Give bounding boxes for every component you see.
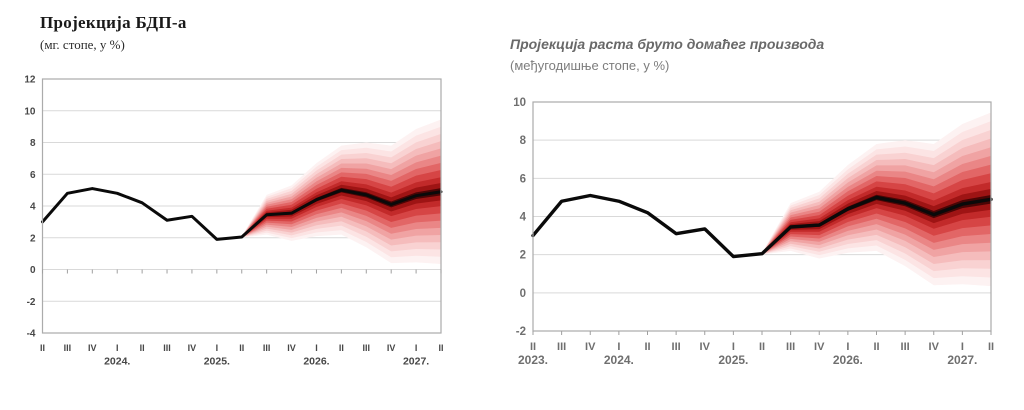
x-axis-quarter-label: III <box>901 341 910 353</box>
x-axis-year-label: 2027. <box>947 353 977 367</box>
x-axis-year-label: 2023. <box>518 353 548 367</box>
x-axis-quarter-label: II <box>239 343 244 353</box>
x-axis-quarter-label: IV <box>814 341 825 353</box>
x-axis-year-label: 2026. <box>303 356 329 368</box>
x-axis-quarter-label: III <box>786 341 795 353</box>
x-axis-quarter-label: I <box>617 341 620 353</box>
gdp-line <box>41 187 443 241</box>
fan-band <box>241 170 441 238</box>
x-axis-year-label: 2025. <box>204 356 230 368</box>
y-axis-label: 2 <box>30 233 36 244</box>
x-axis-year-label: 2024. <box>604 353 634 367</box>
left-chart-subtitle: (мг. стопе, у %) <box>40 37 125 52</box>
x-axis-year-label: 2027. <box>403 356 429 368</box>
x-axis-quarter-label: IV <box>188 343 197 353</box>
left-chart-title: Пројекција БДП-а <box>40 13 187 32</box>
y-axis-label: -4 <box>27 329 36 340</box>
right-chart-subtitle: (међугодишње стопе, у %) <box>510 58 670 73</box>
x-axis-quarter-label: II <box>140 343 145 353</box>
y-axis-label: 10 <box>24 106 36 117</box>
x-axis-quarter-label: II <box>40 343 45 353</box>
x-axis-quarter-label: II <box>438 343 443 353</box>
x-axis-quarter-label: I <box>315 343 318 353</box>
x-axis-quarter-label: I <box>961 341 964 353</box>
y-axis-label: 0 <box>520 288 526 300</box>
x-axis-quarter-label: III <box>163 343 171 353</box>
fan-band <box>762 188 991 254</box>
fan-band <box>762 194 991 254</box>
x-axis-quarter-label: IV <box>88 343 97 353</box>
x-axis-quarter-label: IV <box>700 341 711 353</box>
plot-border <box>41 78 442 334</box>
y-axis-label: 8 <box>520 135 527 147</box>
x-axis-quarter-label: IV <box>929 341 940 353</box>
gdp-line <box>531 193 993 259</box>
x-axis-quarter-label: II <box>530 341 536 353</box>
x-axis-year-label: 2025. <box>718 353 748 367</box>
x-axis-quarter-label: II <box>759 341 765 353</box>
x-axis-quarter-label: III <box>672 341 681 353</box>
y-axis-label: 2 <box>520 250 526 262</box>
x-axis-quarter-label: III <box>64 343 72 353</box>
x-axis-quarter-label: II <box>988 341 994 353</box>
x-axis-quarter-label: II <box>873 341 879 353</box>
x-axis-quarter-label: III <box>557 341 566 353</box>
y-axis-label: 12 <box>24 75 36 86</box>
x-axis-quarter-label: III <box>363 343 371 353</box>
x-axis-quarter-label: II <box>644 341 650 353</box>
right-chart-title: Пројекција раста бруто домаћег производа <box>510 36 825 52</box>
x-axis-year-label: 2024. <box>104 356 130 368</box>
x-axis-quarter-label: I <box>415 343 418 353</box>
y-axis-label: 4 <box>520 212 527 224</box>
y-axis-label: 6 <box>520 173 526 185</box>
y-axis-label: -2 <box>27 297 36 308</box>
fan-band <box>241 183 441 238</box>
fan-band <box>241 187 441 237</box>
x-axis-quarter-label: I <box>116 343 119 353</box>
y-axis-label: 6 <box>30 170 36 181</box>
y-axis-label: -2 <box>516 326 526 338</box>
x-axis-quarter-label: IV <box>585 341 596 353</box>
x-axis-quarter-label: I <box>216 343 219 353</box>
x-axis-quarter-label: IV <box>287 343 296 353</box>
x-axis-year-label: 2026. <box>833 353 863 367</box>
y-axis-label: 4 <box>30 202 36 213</box>
x-axis-quarter-label: II <box>339 343 344 353</box>
x-axis-quarter-label: I <box>846 341 849 353</box>
x-axis-quarter-label: I <box>732 341 735 353</box>
x-axis-quarter-label: III <box>263 343 271 353</box>
y-axis-label: 0 <box>30 265 36 276</box>
x-axis-quarter-label: IV <box>387 343 396 353</box>
y-axis-label: 8 <box>30 138 36 149</box>
y-axis-label: 10 <box>513 97 526 109</box>
fan-band <box>762 173 991 254</box>
